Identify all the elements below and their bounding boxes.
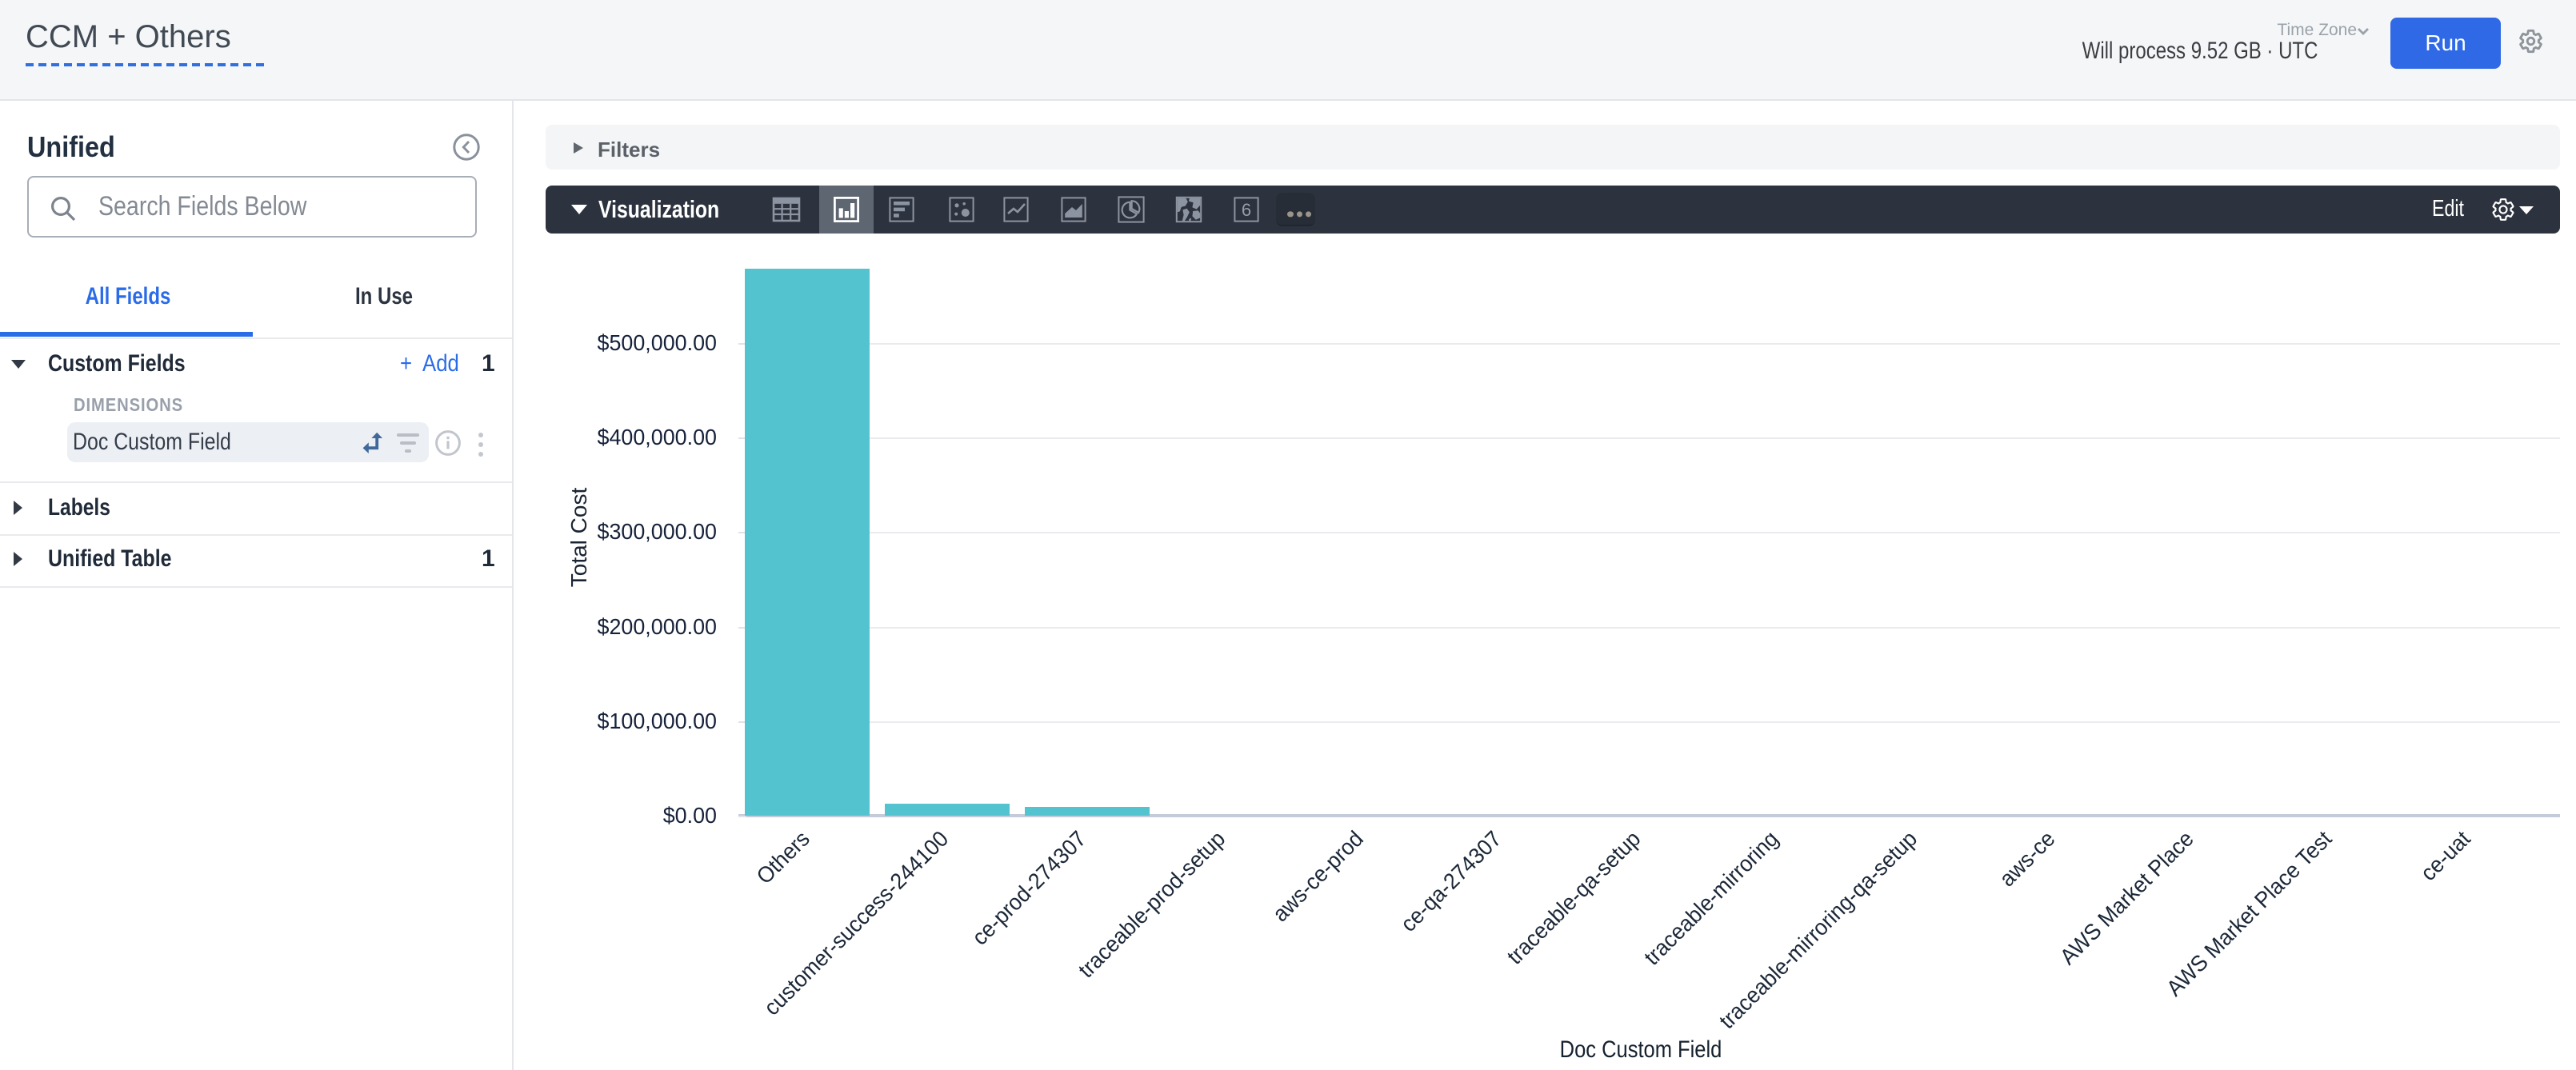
svg-text:6: 6 bbox=[1242, 200, 1251, 220]
